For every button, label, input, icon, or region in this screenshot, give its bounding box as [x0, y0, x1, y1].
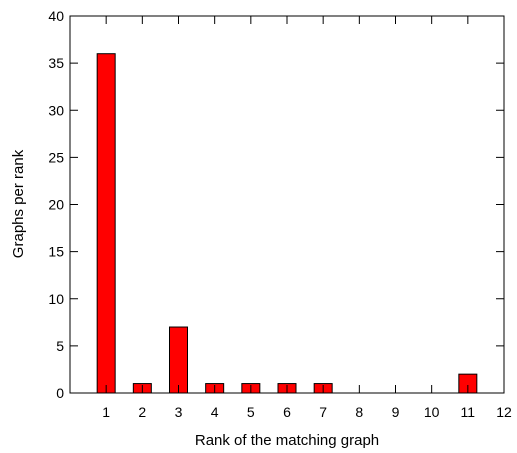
x-tick-label: 10 — [424, 404, 440, 420]
x-tick-label: 4 — [211, 404, 219, 420]
y-axis-title: Graphs per rank — [10, 149, 27, 258]
x-tick-label: 3 — [175, 404, 183, 420]
y-tick-label: 15 — [48, 244, 64, 260]
y-tick-label: 30 — [48, 102, 64, 118]
x-tick-label: 12 — [496, 404, 512, 420]
x-tick-label: 6 — [283, 404, 291, 420]
x-tick-label: 2 — [138, 404, 146, 420]
bars-group — [96, 53, 478, 394]
plot-frame — [69, 15, 505, 394]
x-tick-label: 5 — [247, 404, 255, 420]
y-axis: 0 5 10 15 20 25 30 35 40 — [48, 8, 504, 401]
y-tick-label: 0 — [56, 385, 64, 401]
y-tick-label: 20 — [48, 197, 64, 213]
x-tick-label: 11 — [461, 404, 476, 420]
y-tick-label: 10 — [48, 291, 64, 307]
x-tick-label: 7 — [319, 404, 327, 420]
x-axis: 1 2 3 4 5 6 7 8 9 10 11 12 — [102, 16, 512, 420]
y-tick-label: 5 — [56, 338, 64, 354]
x-tick-label: 8 — [355, 404, 363, 420]
x-axis-title: Rank of the matching graph — [195, 432, 379, 449]
bar-rank-3 — [169, 326, 188, 394]
bar-rank-1 — [96, 53, 116, 394]
x-tick-label: 1 — [102, 404, 110, 420]
y-tick-label: 35 — [48, 55, 64, 71]
y-tick-label: 25 — [48, 149, 64, 165]
x-tick-label: 9 — [392, 404, 400, 420]
y-tick-label: 40 — [48, 8, 64, 24]
